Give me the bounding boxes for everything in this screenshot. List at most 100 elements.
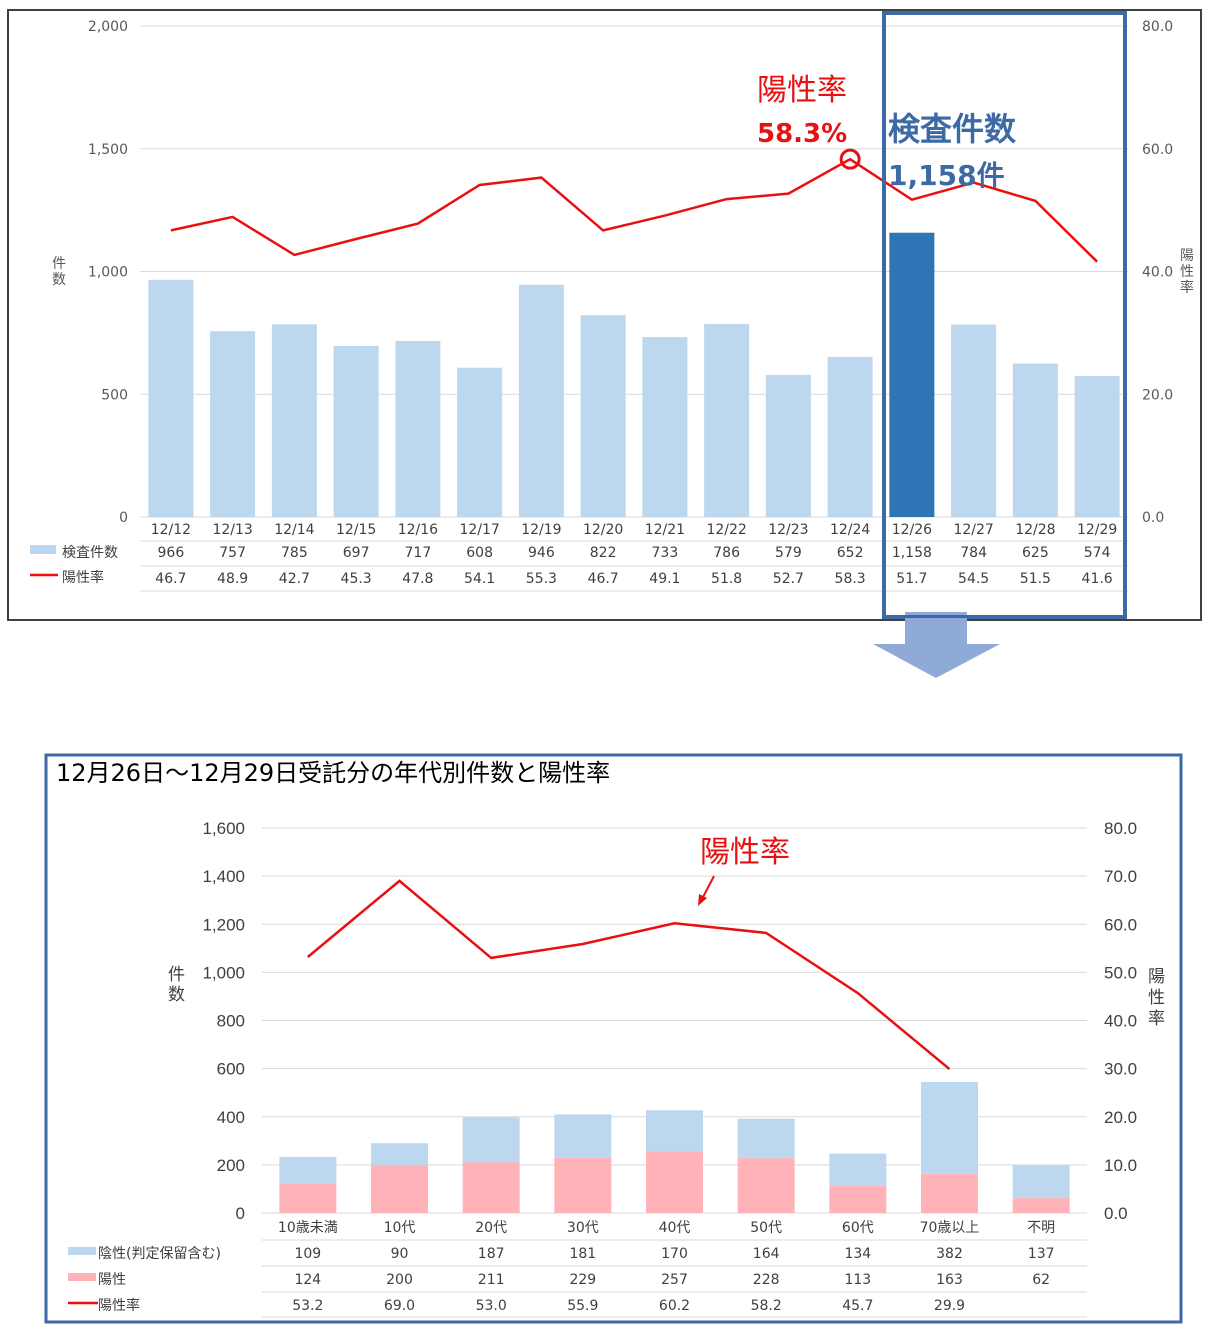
- top-table-rate-cell: 51.7: [896, 571, 927, 587]
- bottom-table-rate-cell: 53.2: [292, 1298, 323, 1314]
- top-table-tests-cell: 786: [713, 545, 740, 561]
- bottom-bar-negative: [371, 1143, 428, 1165]
- bottom-chart: 12月26日～12月29日受託分の年代別件数と陽性率 1,600 1,400 1,2…: [44, 753, 1183, 1324]
- top-table-rate-cell: 54.5: [958, 571, 989, 587]
- bottom-right-tick-label: 30.0: [1104, 1060, 1137, 1079]
- top-bar: [704, 324, 750, 517]
- bottom-right-tick-label: 0.0: [1104, 1204, 1128, 1223]
- top-bar: [518, 284, 564, 517]
- bottom-table-positive-cell: 62: [1032, 1272, 1050, 1288]
- top-table-tests-cell: 785: [281, 545, 308, 561]
- bottom-left-axis-ticks: 1,600 1,400 1,200 1,000 800 600 400 200 0: [202, 819, 245, 1223]
- top-table-rate-cell: 47.8: [402, 571, 433, 587]
- top-table-rate-cell: 41.6: [1082, 571, 1113, 587]
- top-data-table: 966 46.7 757 48.9 785 42.7 697 45.3 717 47.8 608 54…: [140, 540, 1128, 592]
- top-table-tests-cell: 757: [219, 545, 246, 561]
- top-table-tests-cell: 966: [158, 545, 185, 561]
- bottom-rate-line: [307, 879, 951, 1071]
- bottom-table-positive-cell: 200: [386, 1272, 413, 1288]
- bottom-table-positive-cell: 124: [294, 1272, 321, 1288]
- bottom-bar-positive: [737, 1158, 795, 1213]
- callout-arrow-icon: [698, 875, 715, 906]
- top-category-labels: 12/12 12/13 12/14 12/15 12/16 12/17 12/19 12/20…: [151, 522, 1118, 538]
- top-category-label: 12/27: [953, 522, 993, 538]
- bottom-bar-positive: [1012, 1198, 1070, 1213]
- top-table-rate-cell: 51.5: [1020, 571, 1051, 587]
- top-bar: [457, 367, 503, 517]
- top-table-tests-cell: 784: [960, 545, 987, 561]
- bottom-bar-negative: [1012, 1165, 1070, 1199]
- bottom-bar-negative: [646, 1110, 703, 1152]
- top-category-label: 12/22: [706, 522, 746, 538]
- top-left-tick-label: 0: [119, 510, 128, 526]
- top-table-tests-cell: 579: [775, 545, 802, 561]
- top-bar: [765, 374, 811, 517]
- top-legend-tests-swatch: [30, 545, 56, 554]
- bottom-left-tick-label: 600: [217, 1060, 245, 1079]
- top-bar: [1012, 363, 1058, 517]
- top-bar: [395, 340, 441, 517]
- bottom-right-tick-label: 10.0: [1104, 1156, 1137, 1175]
- bottom-left-tick-label: 1,600: [202, 819, 245, 838]
- bottom-bar-positive: [279, 1183, 337, 1213]
- top-category-label: 12/17: [459, 522, 499, 538]
- top-bar: [642, 337, 688, 517]
- bottom-right-tick-label: 20.0: [1104, 1108, 1137, 1127]
- bottom-legend-negative-label: 陰性(判定保留含む): [98, 1246, 221, 1262]
- top-right-tick-label: 0.0: [1142, 510, 1164, 526]
- top-callout-tests-value: 1,158件: [888, 159, 1005, 192]
- bottom-table-negative-cell: 164: [753, 1246, 780, 1262]
- bottom-left-tick-label: 1,000: [202, 963, 245, 982]
- top-right-tick-label: 60.0: [1142, 142, 1173, 158]
- bottom-category-label: 10代: [384, 1220, 416, 1236]
- top-callout-tests-label: 検査件数: [888, 110, 1017, 148]
- top-legend-rate-label: 陽性率: [62, 569, 104, 586]
- bottom-bar-positive: [646, 1151, 703, 1213]
- top-left-tick-label: 500: [101, 387, 128, 403]
- bottom-bar-negative: [554, 1114, 612, 1158]
- top-rate-highlight-marker: [839, 148, 861, 170]
- top-right-tick-label: 40.0: [1142, 265, 1173, 281]
- bottom-table-negative-cell: 134: [844, 1246, 871, 1262]
- bottom-right-tick-label: 60.0: [1104, 915, 1137, 934]
- top-bar: [580, 315, 626, 517]
- bottom-table-positive-cell: 211: [478, 1272, 505, 1288]
- bottom-table-rate-cell: 45.7: [842, 1298, 873, 1314]
- bottom-table-rate-cell: 53.0: [476, 1298, 507, 1314]
- top-table-tests-cell: 697: [343, 545, 370, 561]
- bottom-bar-negative: [737, 1118, 795, 1159]
- bottom-table-positive-cell: 229: [569, 1272, 596, 1288]
- bottom-bar-negative: [279, 1156, 337, 1184]
- top-callout-rate-label: 陽性率: [757, 73, 847, 108]
- top-bar: [333, 345, 379, 517]
- top-bar: [271, 324, 317, 517]
- bottom-bar-positive: [554, 1157, 612, 1213]
- bottom-right-tick-label: 80.0: [1104, 819, 1137, 838]
- bottom-stacked-bars: [279, 1081, 1070, 1213]
- bottom-table-negative-cell: 382: [936, 1246, 963, 1262]
- top-category-label: 12/12: [151, 522, 191, 538]
- bottom-left-tick-label: 200: [217, 1156, 245, 1175]
- bottom-category-label: 30代: [567, 1220, 599, 1236]
- top-bar: [210, 331, 256, 517]
- bottom-table-negative-cell: 90: [391, 1246, 409, 1262]
- top-left-tick-label: 1,500: [88, 142, 128, 158]
- top-table-tests-cell: 652: [837, 545, 864, 561]
- top-category-label: 12/23: [768, 522, 808, 538]
- top-table-rate-cell: 58.3: [835, 571, 866, 587]
- bottom-left-tick-label: 0: [236, 1204, 245, 1223]
- top-right-axis-ticks: 80.0 60.0 40.0 20.0 0.0: [1142, 19, 1173, 526]
- bottom-category-label: 60代: [842, 1220, 874, 1236]
- bottom-left-tick-label: 800: [217, 1012, 245, 1031]
- bottom-category-label: 50代: [750, 1220, 782, 1236]
- bottom-legend-positive-label: 陽性: [98, 1272, 126, 1288]
- bottom-left-tick-label: 400: [217, 1108, 245, 1127]
- top-bar: [889, 232, 935, 517]
- top-category-label: 12/15: [336, 522, 376, 538]
- top-table-rate-cell: 52.7: [773, 571, 804, 587]
- top-table-tests-cell: 946: [528, 545, 555, 561]
- top-table-rate-cell: 55.3: [526, 571, 557, 587]
- top-bar: [951, 324, 997, 517]
